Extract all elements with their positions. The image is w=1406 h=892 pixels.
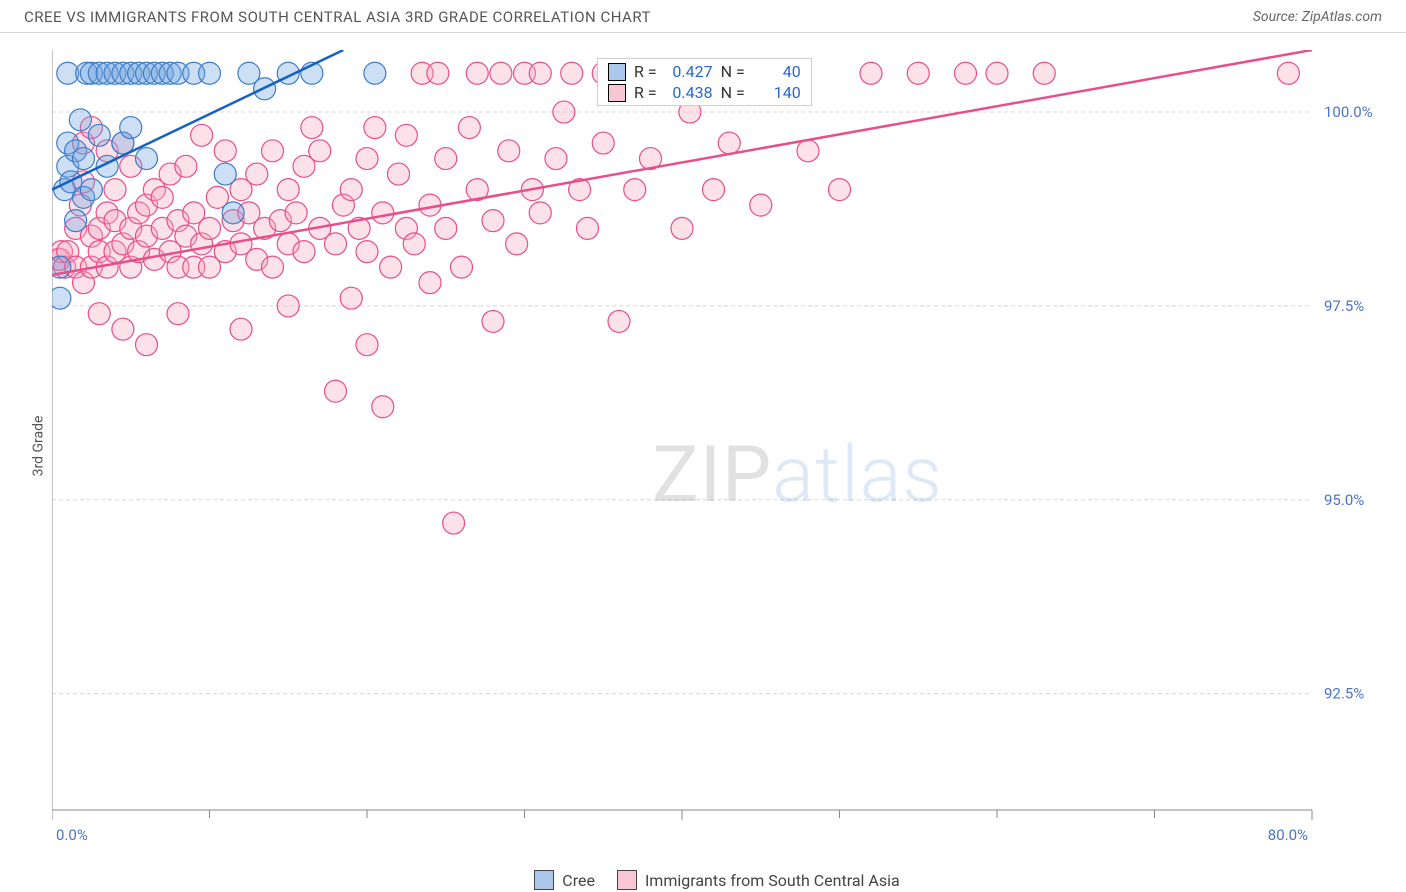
source-value: ZipAtlas.com: [1302, 9, 1382, 25]
stats-row-cree: R = 0.427 N = 40: [598, 61, 811, 82]
stats-r-imm: 0.438: [665, 83, 713, 102]
legend-label-imm: Immigrants from South Central Asia: [645, 871, 900, 890]
svg-text:97.5%: 97.5%: [1324, 297, 1364, 315]
stats-n-imm: 140: [753, 83, 801, 102]
legend-item-imm: Immigrants from South Central Asia: [617, 870, 900, 890]
scatter-svg: 92.5% 95.0% 97.5% 100.0% 0.0% 80.0%: [52, 50, 1382, 890]
swatch-cree-icon: [608, 63, 626, 81]
stats-box: R = 0.427 N = 40 R = 0.438 N = 140: [597, 58, 812, 106]
stats-n-cree: 40: [753, 62, 801, 81]
svg-text:80.0%: 80.0%: [1268, 826, 1308, 844]
stats-n-label: N =: [721, 83, 745, 102]
legend-label-cree: Cree: [562, 871, 595, 890]
swatch-imm-icon: [608, 84, 626, 102]
svg-text:92.5%: 92.5%: [1324, 685, 1364, 703]
svg-text:95.0%: 95.0%: [1324, 491, 1364, 509]
chart-source: Source: ZipAtlas.com: [1253, 9, 1382, 25]
chart-header: CREE VS IMMIGRANTS FROM SOUTH CENTRAL AS…: [0, 0, 1406, 33]
svg-text:100.0%: 100.0%: [1324, 103, 1373, 121]
legend-swatch-cree-icon: [534, 870, 554, 890]
stats-row-imm: R = 0.438 N = 140: [598, 82, 811, 103]
stats-r-cree: 0.427: [665, 62, 713, 81]
legend-item-cree: Cree: [534, 870, 595, 890]
svg-text:0.0%: 0.0%: [56, 826, 88, 844]
chart-title: CREE VS IMMIGRANTS FROM SOUTH CENTRAL AS…: [24, 8, 651, 26]
source-label: Source:: [1253, 9, 1298, 25]
stats-n-label: N =: [721, 62, 745, 81]
stats-r-label: R =: [634, 83, 657, 102]
legend-swatch-imm-icon: [617, 870, 637, 890]
legend-bottom: Cree Immigrants from South Central Asia: [52, 870, 1382, 890]
y-axis-label: 3rd Grade: [30, 416, 46, 477]
plot-area: 92.5%95.0%97.5%100.0%0.0%80.0% ZIPatlas …: [52, 50, 1382, 840]
stats-r-label: R =: [634, 62, 657, 81]
